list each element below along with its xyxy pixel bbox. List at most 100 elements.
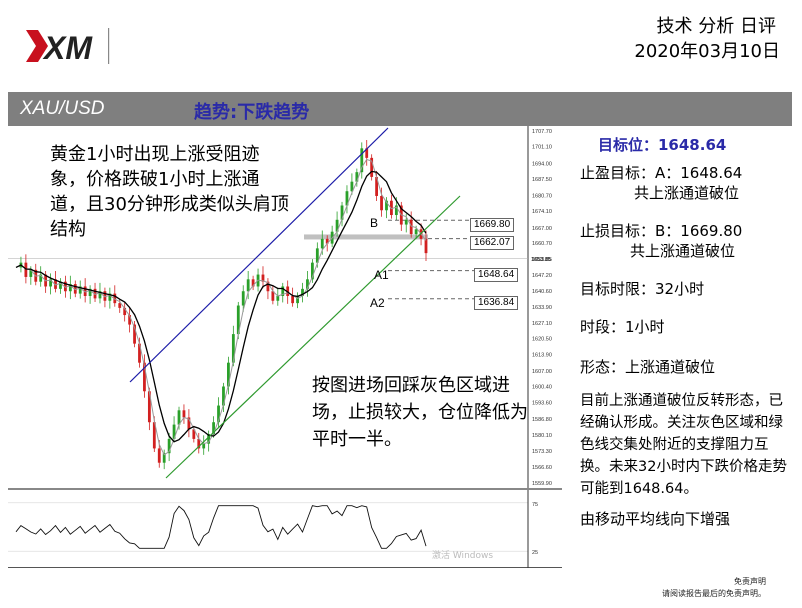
candle-body <box>68 284 72 292</box>
candle-body <box>143 362 146 392</box>
y-tick-label: 1573.30 <box>532 449 552 455</box>
candle-body <box>73 284 77 294</box>
report-date: 2020年03月10日 <box>634 41 780 62</box>
pattern-shape: 形态：上涨通道破位 <box>580 358 716 376</box>
candle-body <box>320 238 324 249</box>
y-tick-label: 1647.20 <box>532 273 552 279</box>
ma-note: 由移动平均线向下增强 <box>580 510 731 528</box>
y-tick-label: 1687.50 <box>532 177 552 183</box>
candle-body <box>88 288 92 296</box>
report-title: 技术 分析 日评 <box>656 16 776 37</box>
candle-body <box>409 219 413 235</box>
price-tag-1662: 1662.07 <box>470 236 515 250</box>
y-tick-label: 1559.90 <box>532 481 552 487</box>
price-tag-1669: 1669.80 <box>470 218 515 232</box>
disclaimer-title: 免责声明 <box>734 577 766 586</box>
candle-body <box>172 424 176 439</box>
candle-body <box>246 279 250 292</box>
panel-divider <box>8 488 562 490</box>
y-tick-label: 1694.00 <box>532 162 552 168</box>
candle-body <box>78 286 82 294</box>
candle-body <box>59 281 62 289</box>
candle-body <box>49 279 52 287</box>
y-tick-label: 1701.10 <box>532 145 552 151</box>
candle-body <box>207 434 211 444</box>
candle-body <box>355 172 359 182</box>
y-tick-label: 1627.10 <box>532 321 552 327</box>
candle-body <box>414 229 418 235</box>
candle-body <box>182 410 186 418</box>
analysis-summary: 目前上涨通道破位反转形态，已经确认形成。关注灰色区域和绿色线交集处附近的支撑阻力… <box>580 393 787 497</box>
candle-body <box>296 295 299 304</box>
candle-body <box>251 279 255 287</box>
candle-body <box>147 391 151 423</box>
candle-body <box>222 386 225 406</box>
candle-body <box>385 200 388 211</box>
candle-body <box>98 291 102 299</box>
level-a1-label: A1 <box>374 268 389 282</box>
candle-body <box>365 148 369 158</box>
svg-text:XM: XM <box>42 30 93 66</box>
candle-body <box>162 453 166 463</box>
candle-body <box>325 238 329 244</box>
candle-body <box>93 288 97 299</box>
candle-body <box>261 274 265 282</box>
candle-body <box>177 410 181 425</box>
disclaimer-text: 请阅读报告最后的免责声明。 <box>662 589 766 598</box>
candle-body <box>271 291 275 301</box>
osc-tick-label: 25 <box>532 550 538 556</box>
candle-body <box>227 362 230 387</box>
candle-body <box>167 438 171 454</box>
candle-body <box>192 429 196 439</box>
candle-body <box>310 262 314 280</box>
sl-line2: 共上涨通道破位 <box>630 242 736 260</box>
y-tick-label: 1633.90 <box>532 305 552 311</box>
y-tick-label: 1593.60 <box>532 401 552 407</box>
y-tick-label: 1566.60 <box>532 465 552 471</box>
candle-body <box>187 417 191 430</box>
time-limit: 目标时限：32小时 <box>580 280 705 298</box>
candle-body <box>212 422 215 435</box>
trend-label: 趋势:下跌趋势 <box>194 102 310 123</box>
candle-body <box>340 205 344 220</box>
candle-body <box>202 443 206 449</box>
candle-body <box>350 181 354 192</box>
y-tick-label: 1620.50 <box>532 337 552 343</box>
y-tick-label: 1674.10 <box>532 209 552 215</box>
y-tick-label: 1660.70 <box>532 241 552 247</box>
candle-body <box>108 293 112 301</box>
candle-body <box>152 422 156 449</box>
pattern-note: 黄金1小时出现上涨受阻迹象，价格跌破1小时上涨通道，且30分钟形成类似头肩顶结构 <box>50 144 289 240</box>
candle-body <box>390 200 393 216</box>
y-tick-label: 1580.10 <box>532 433 552 439</box>
candle-body <box>375 176 379 196</box>
candle-body <box>335 219 339 232</box>
candle-body <box>281 286 285 296</box>
xm-logo-icon: XM <box>26 28 110 66</box>
candle-body <box>118 303 122 308</box>
osc-tick-label: 75 <box>532 502 538 508</box>
candle-body <box>291 295 295 304</box>
candle-body <box>217 405 220 423</box>
fast-moving-average <box>15 158 427 456</box>
y-tick-label: 1607.00 <box>532 369 552 375</box>
candle-body <box>103 291 107 301</box>
candle-body <box>29 269 33 277</box>
candle-body <box>54 279 57 289</box>
sl-line1: 止损目标：B：1669.80 <box>580 222 743 240</box>
disclaimer: 免责声明 请阅读报告最后的免责声明。 <box>662 576 766 600</box>
y-tick-label: 1613.90 <box>532 352 552 358</box>
entry-note: 按图进场回踩灰色区域进场，止损较大，仓位降低为平时一半。 <box>312 375 528 450</box>
candle-body <box>315 248 319 263</box>
y-tick-label: 1640.60 <box>532 289 552 295</box>
y-tick-label: 1653.85 <box>532 257 552 263</box>
analysis-sidebar: 目标位：1648.64 止盈目标：A：1648.64 共上涨通道破位 止损目标：… <box>564 126 794 568</box>
candle-body <box>266 281 270 292</box>
y-tick-label: 1667.00 <box>532 226 552 232</box>
candle-body <box>301 288 304 296</box>
candle-body <box>380 195 383 211</box>
windows-watermark: 激活 Windows <box>432 549 493 561</box>
candle-body <box>83 286 87 296</box>
price-chart: 1707.70 1701.10 1694.00 1687.50 1680.70 1674.… <box>8 126 562 568</box>
level-b-label: B <box>370 216 379 230</box>
